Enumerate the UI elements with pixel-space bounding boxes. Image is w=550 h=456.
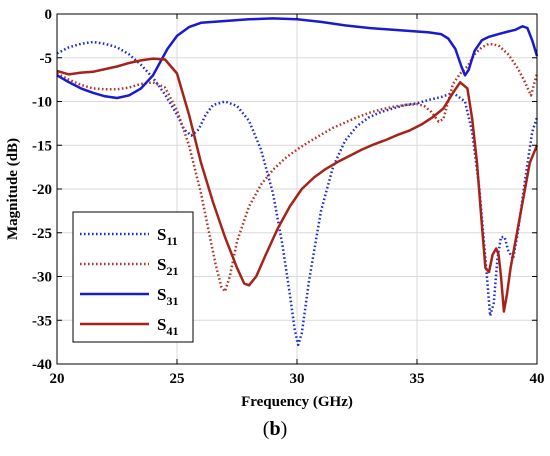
legend-label-main: S bbox=[157, 225, 166, 244]
x-tick-label: 30 bbox=[290, 371, 305, 387]
legend-label-s21: S21 bbox=[157, 255, 178, 278]
legend-label-subscript: 31 bbox=[166, 294, 178, 308]
y-axis-title: Magnitude (dB) bbox=[5, 138, 21, 240]
legend-label-main: S bbox=[157, 255, 166, 274]
x-axis-title: Frequency (GHz) bbox=[241, 394, 353, 410]
x-tick-label: 25 bbox=[170, 371, 185, 387]
panel-label: (b) bbox=[0, 418, 550, 441]
legend-label-main: S bbox=[157, 285, 166, 304]
x-tick-label: 20 bbox=[50, 371, 65, 387]
y-tick-label: -40 bbox=[32, 357, 52, 373]
series-s31-line bbox=[56, 17, 539, 100]
legend-label-s31: S31 bbox=[157, 285, 178, 308]
y-tick-label: -20 bbox=[32, 182, 52, 198]
x-tick-label: 40 bbox=[530, 371, 545, 387]
legend-label-subscript: 21 bbox=[166, 264, 178, 278]
y-tick-label: -15 bbox=[32, 138, 52, 154]
panel-label-letter: b bbox=[269, 418, 281, 440]
y-tick-label: -35 bbox=[32, 313, 52, 329]
series-s11-line bbox=[56, 40, 539, 347]
legend-label-main: S bbox=[157, 315, 166, 334]
legend-label-subscript: 11 bbox=[166, 234, 177, 248]
y-tick-label: -5 bbox=[40, 51, 53, 67]
x-tick-label: 35 bbox=[410, 371, 425, 387]
legend-label-s41: S41 bbox=[157, 315, 178, 338]
y-tick-label: -25 bbox=[32, 226, 52, 242]
legend-label-s11: S11 bbox=[157, 225, 178, 248]
y-tick-label: -30 bbox=[32, 270, 52, 286]
series-s21-line bbox=[56, 42, 539, 293]
series-layer bbox=[56, 17, 539, 347]
ticks: 20 25 30 35 40 0 -5 -10 -15 -20 -25 -30 -35 -40 bbox=[32, 7, 545, 387]
chart: 20 25 30 35 400-5-10-15-20-25-30-35-40 S11S2… bbox=[5, 7, 545, 410]
series-s41-line bbox=[56, 57, 539, 313]
y-tick-label: 0 bbox=[45, 7, 53, 23]
panel-label-close: ) bbox=[280, 418, 288, 440]
y-tick-label: -10 bbox=[32, 95, 52, 111]
panel-label-open: ( bbox=[262, 418, 270, 440]
legend-label-subscript: 41 bbox=[166, 324, 178, 338]
